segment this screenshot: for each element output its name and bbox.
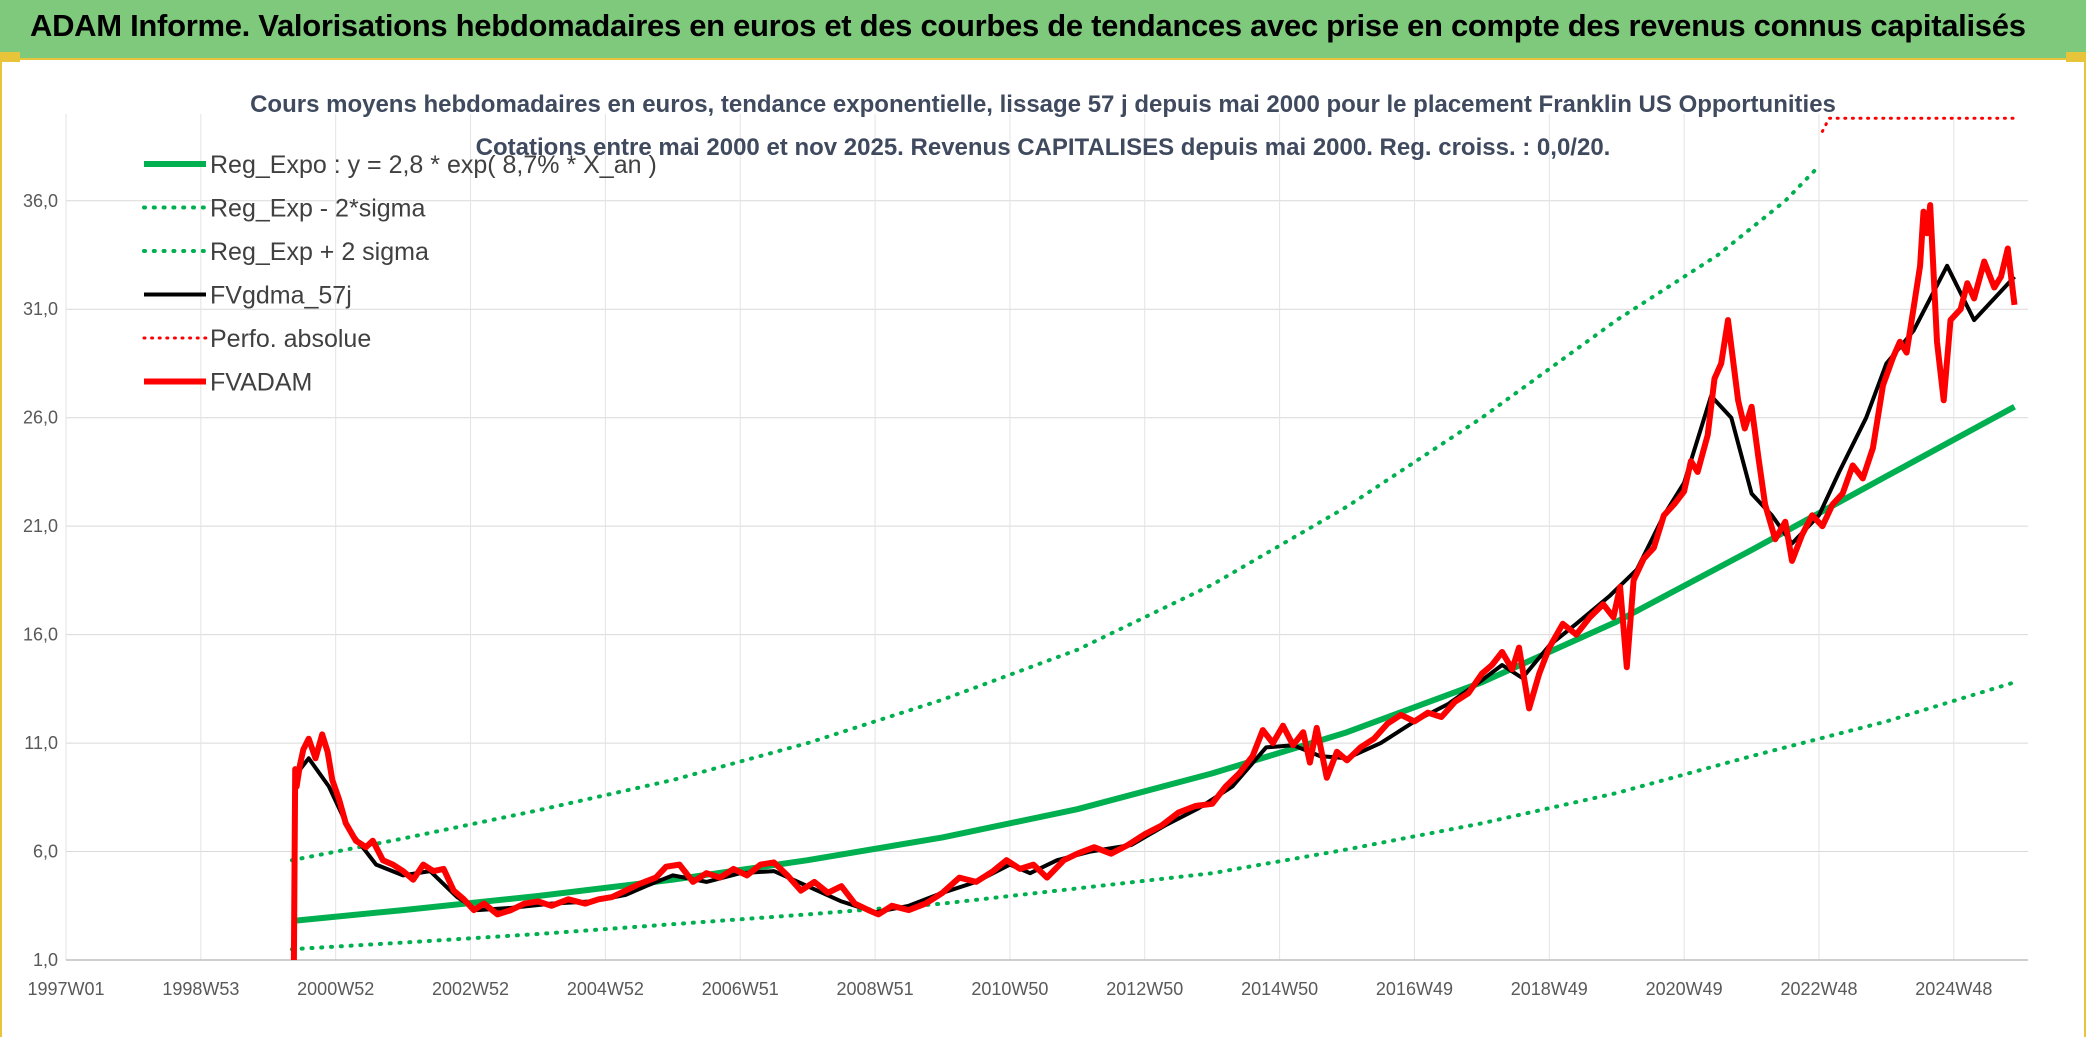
- legend-label: Reg_Exp - 2*sigma: [210, 195, 425, 223]
- x-tick-label: 2004W52: [567, 979, 644, 999]
- x-tick-label: 2016W49: [1376, 979, 1453, 999]
- x-tick-label: 2008W51: [837, 979, 914, 999]
- legend-label: FVADAM: [210, 369, 312, 397]
- x-tick-label: 2002W52: [432, 979, 509, 999]
- y-tick-label: 36,0: [23, 191, 58, 211]
- legend-label: Perfo. absolue: [210, 325, 371, 353]
- x-tick-label: 2006W51: [702, 979, 779, 999]
- x-tick-label: 2014W50: [1241, 979, 1318, 999]
- x-tick-label: 2022W48: [1780, 979, 1857, 999]
- y-tick-label: 6,0: [33, 842, 58, 862]
- y-tick-label: 26,0: [23, 408, 58, 428]
- x-tick-label: 2018W49: [1511, 979, 1588, 999]
- series-line: [291, 404, 2016, 924]
- x-tick-label: 2020W49: [1646, 979, 1723, 999]
- report-title: ADAM Informe. Valorisations hebdomadaire…: [30, 8, 2026, 43]
- x-tick-label: 1998W53: [162, 979, 239, 999]
- axis-labels: 1,0 6,0 11,0 16,0 21,0 26,0 31,0 36,0 1997W01 199…: [23, 191, 1992, 999]
- y-tick-label: 21,0: [23, 516, 58, 536]
- series-line: [290, 202, 2018, 961]
- chart-title: Cours moyens hebdomadaires en euros, ten…: [250, 91, 1836, 118]
- series-line: [1820, 116, 2016, 133]
- legend: Reg_Expo : y = 2,8 * exp( 8,7% * X_an ) R…: [142, 151, 657, 397]
- line-chart: 1,0 6,0 11,0 16,0 21,0 26,0 31,0 36,0 1997W01 199…: [23, 91, 2028, 999]
- x-tick-label: 2010W50: [971, 979, 1048, 999]
- series-line: [289, 680, 2017, 952]
- legend-label: Reg_Expo : y = 2,8 * exp( 8,7% * X_an ): [210, 151, 657, 179]
- corner-accent-left: [0, 52, 20, 62]
- x-tick-label: 1997W01: [27, 979, 104, 999]
- x-tick-label: 2012W50: [1106, 979, 1183, 999]
- series-layer: [289, 116, 2018, 961]
- grid: [65, 114, 2028, 961]
- series-line: [293, 263, 2016, 915]
- chart-subtitle: Cotations entre mai 2000 et nov 2025. Re…: [476, 134, 1611, 161]
- y-tick-label: 16,0: [23, 625, 58, 645]
- y-tick-label: 31,0: [23, 299, 58, 319]
- legend-label: FVgdma_57j: [210, 282, 352, 310]
- series-line: [289, 164, 1821, 863]
- y-tick-label: 1,0: [33, 950, 58, 970]
- corner-accent-right: [2066, 52, 2086, 62]
- x-tick-label: 2000W52: [297, 979, 374, 999]
- chart-frame: 1,0 6,0 11,0 16,0 21,0 26,0 31,0 36,0 1997W01 199…: [0, 58, 2086, 1037]
- legend-label: Reg_Exp + 2 sigma: [210, 238, 429, 266]
- x-tick-label: 2024W48: [1915, 979, 1992, 999]
- y-tick-label: 11,0: [24, 733, 58, 753]
- header-banner: ADAM Informe. Valorisations hebdomadaire…: [0, 0, 2086, 60]
